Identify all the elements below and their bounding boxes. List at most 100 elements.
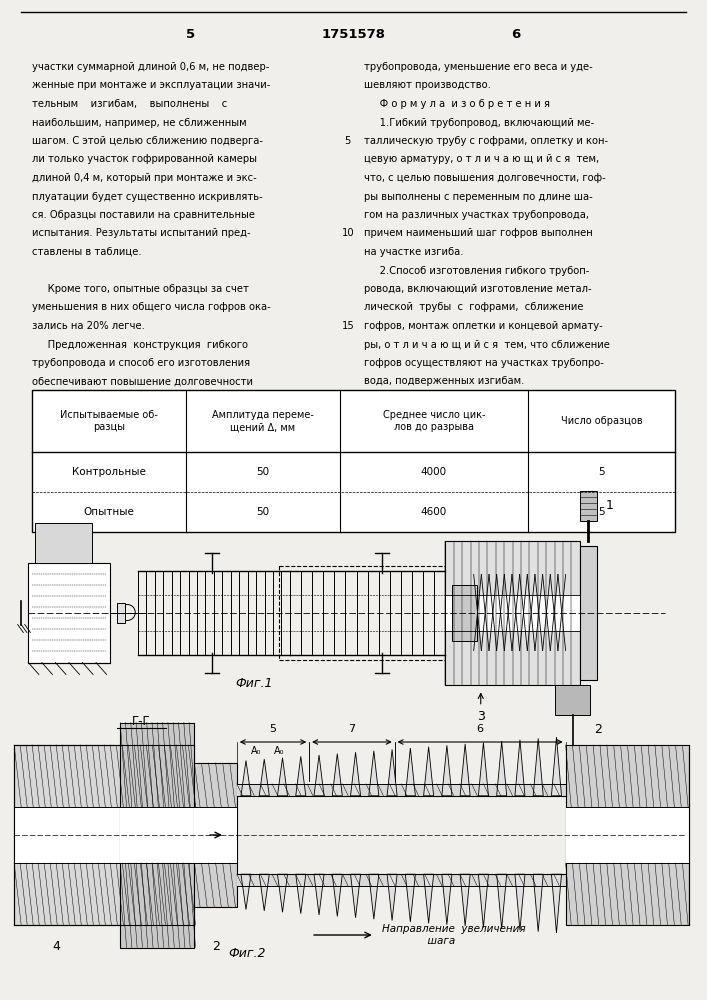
Polygon shape <box>533 874 543 932</box>
Bar <box>237 784 566 796</box>
Bar <box>28 562 110 662</box>
Text: ся. Образцы поставили на сравнительные: ся. Образцы поставили на сравнительные <box>32 210 255 220</box>
Text: вода, подверженных изгибам.: вода, подверженных изгибам. <box>364 376 525 386</box>
Text: Фиг.1: Фиг.1 <box>235 677 274 690</box>
Text: гофров осуществляют на участках трубопро-: гофров осуществляют на участках трубопро… <box>364 358 604 368</box>
Text: Направление  увеличения
              шага: Направление увеличения шага <box>382 924 525 946</box>
Bar <box>580 546 597 680</box>
Bar <box>32 390 675 532</box>
Text: гофров, монтаж оплетки и концевой армату-: гофров, монтаж оплетки и концевой армату… <box>364 321 603 331</box>
Text: наибольшим, например, не сближенным: наибольшим, например, не сближенным <box>32 117 247 127</box>
Text: зались на 20% легче.: зались на 20% легче. <box>32 321 145 331</box>
Bar <box>452 584 477 641</box>
Text: 2.Способ изготовления гибкого трубоп-: 2.Способ изготовления гибкого трубоп- <box>364 265 590 275</box>
Text: 50: 50 <box>256 507 269 517</box>
Text: Опытные: Опытные <box>83 507 134 517</box>
Text: 10: 10 <box>341 229 354 238</box>
Text: что, с целью повышения долговечности, гоф-: что, с целью повышения долговечности, го… <box>364 173 606 183</box>
Text: 5: 5 <box>598 467 605 477</box>
Polygon shape <box>259 759 269 796</box>
Text: Амплитуда переме-
щений Δ, мм: Амплитуда переме- щений Δ, мм <box>211 410 313 432</box>
Bar <box>279 566 449 660</box>
Text: ровода, включающий изготовление метал-: ровода, включающий изготовление метал- <box>364 284 592 294</box>
Polygon shape <box>259 874 269 911</box>
Text: 1: 1 <box>606 499 614 512</box>
Polygon shape <box>314 874 324 915</box>
Text: трубопровода и способ его изготовления: трубопровода и способ его изготовления <box>32 358 250 368</box>
Polygon shape <box>241 874 251 909</box>
Bar <box>555 684 590 714</box>
Polygon shape <box>496 741 507 796</box>
Text: A₀: A₀ <box>251 746 262 756</box>
Polygon shape <box>405 874 416 922</box>
Polygon shape <box>551 874 561 933</box>
Text: 6: 6 <box>477 724 484 734</box>
Polygon shape <box>277 758 288 796</box>
Text: причем наименьший шаг гофров выполнен: причем наименьший шаг гофров выполнен <box>364 229 593 238</box>
Text: 5: 5 <box>344 136 351 146</box>
Bar <box>237 874 566 886</box>
Text: гом на различных участках трубопровода,: гом на различных участках трубопровода, <box>364 210 589 220</box>
Polygon shape <box>332 754 342 796</box>
Polygon shape <box>479 743 489 796</box>
Polygon shape <box>405 748 416 796</box>
Text: Контрольные: Контрольные <box>72 467 146 477</box>
Text: цевую арматуру, о т л и ч а ю щ и й с я  тем,: цевую арматуру, о т л и ч а ю щ и й с я … <box>364 154 600 164</box>
Polygon shape <box>423 874 433 923</box>
Bar <box>194 763 237 907</box>
Polygon shape <box>423 747 433 796</box>
Text: 1.Гибкий трубопровод, включающий ме-: 1.Гибкий трубопровод, включающий ме- <box>364 117 595 127</box>
Polygon shape <box>515 740 525 796</box>
Bar <box>35 522 92 562</box>
Polygon shape <box>241 761 251 796</box>
Text: 15: 15 <box>341 321 354 331</box>
Bar <box>445 540 580 684</box>
Text: женные при монтаже и эксплуатации значи-: женные при монтаже и эксплуатации значи- <box>32 81 270 91</box>
Bar <box>566 807 689 863</box>
Polygon shape <box>551 737 561 796</box>
Polygon shape <box>533 738 543 796</box>
Polygon shape <box>479 874 489 927</box>
Text: 50: 50 <box>256 467 269 477</box>
Text: на участке изгиба.: на участке изгиба. <box>364 247 464 257</box>
Text: 2: 2 <box>211 940 220 953</box>
Text: шевляют производство.: шевляют производство. <box>364 81 491 91</box>
Text: Среднее число цик-
лов до разрыва: Среднее число цик- лов до разрыва <box>382 410 485 432</box>
Text: ры выполнены с переменным по длине ша-: ры выполнены с переменным по длине ша- <box>364 192 593 202</box>
Text: ры, о т л и ч а ю щ и й с я  тем, что сближение: ры, о т л и ч а ю щ и й с я тем, что сбл… <box>364 340 610 350</box>
Bar <box>566 745 689 925</box>
Polygon shape <box>387 874 397 921</box>
Polygon shape <box>515 874 525 930</box>
Text: A₀: A₀ <box>274 746 285 756</box>
Text: Испытываемые об-
разцы: Испытываемые об- разцы <box>60 410 158 432</box>
Text: таллическую трубу с гофрами, оплетку и кон-: таллическую трубу с гофрами, оплетку и к… <box>364 136 608 146</box>
Text: 7: 7 <box>349 724 356 734</box>
Text: уменьшения в них общего числа гофров ока-: уменьшения в них общего числа гофров ока… <box>32 302 271 312</box>
Polygon shape <box>332 874 342 916</box>
Bar <box>120 722 194 948</box>
Text: 3: 3 <box>477 694 485 722</box>
Bar <box>580 490 597 520</box>
Bar <box>14 745 194 925</box>
Text: участки суммарной длиной 0,6 м, не подвер-: участки суммарной длиной 0,6 м, не подве… <box>32 62 269 72</box>
Polygon shape <box>442 874 452 925</box>
Polygon shape <box>296 874 306 914</box>
Text: ли только участок гофрированной камеры: ли только участок гофрированной камеры <box>32 154 257 164</box>
Text: 5: 5 <box>598 507 605 517</box>
Text: Г-Г: Г-Г <box>132 715 151 728</box>
Bar <box>445 594 580 631</box>
Text: Кроме того, опытные образцы за счет: Кроме того, опытные образцы за счет <box>32 284 249 294</box>
Text: Число образцов: Число образцов <box>561 416 643 426</box>
Text: 2: 2 <box>594 723 602 736</box>
Polygon shape <box>351 752 361 796</box>
Bar <box>194 807 237 863</box>
Text: Предложенная  конструкция  гибкого: Предложенная конструкция гибкого <box>32 340 248 350</box>
Text: Фиг.2: Фиг.2 <box>228 947 267 960</box>
Polygon shape <box>387 749 397 796</box>
Text: плуатации будет существенно искривлять-: плуатации будет существенно искривлять- <box>32 192 262 202</box>
Text: 4600: 4600 <box>421 507 447 517</box>
Bar <box>117 602 125 622</box>
Polygon shape <box>314 755 324 796</box>
Polygon shape <box>496 874 507 929</box>
Polygon shape <box>369 874 379 919</box>
